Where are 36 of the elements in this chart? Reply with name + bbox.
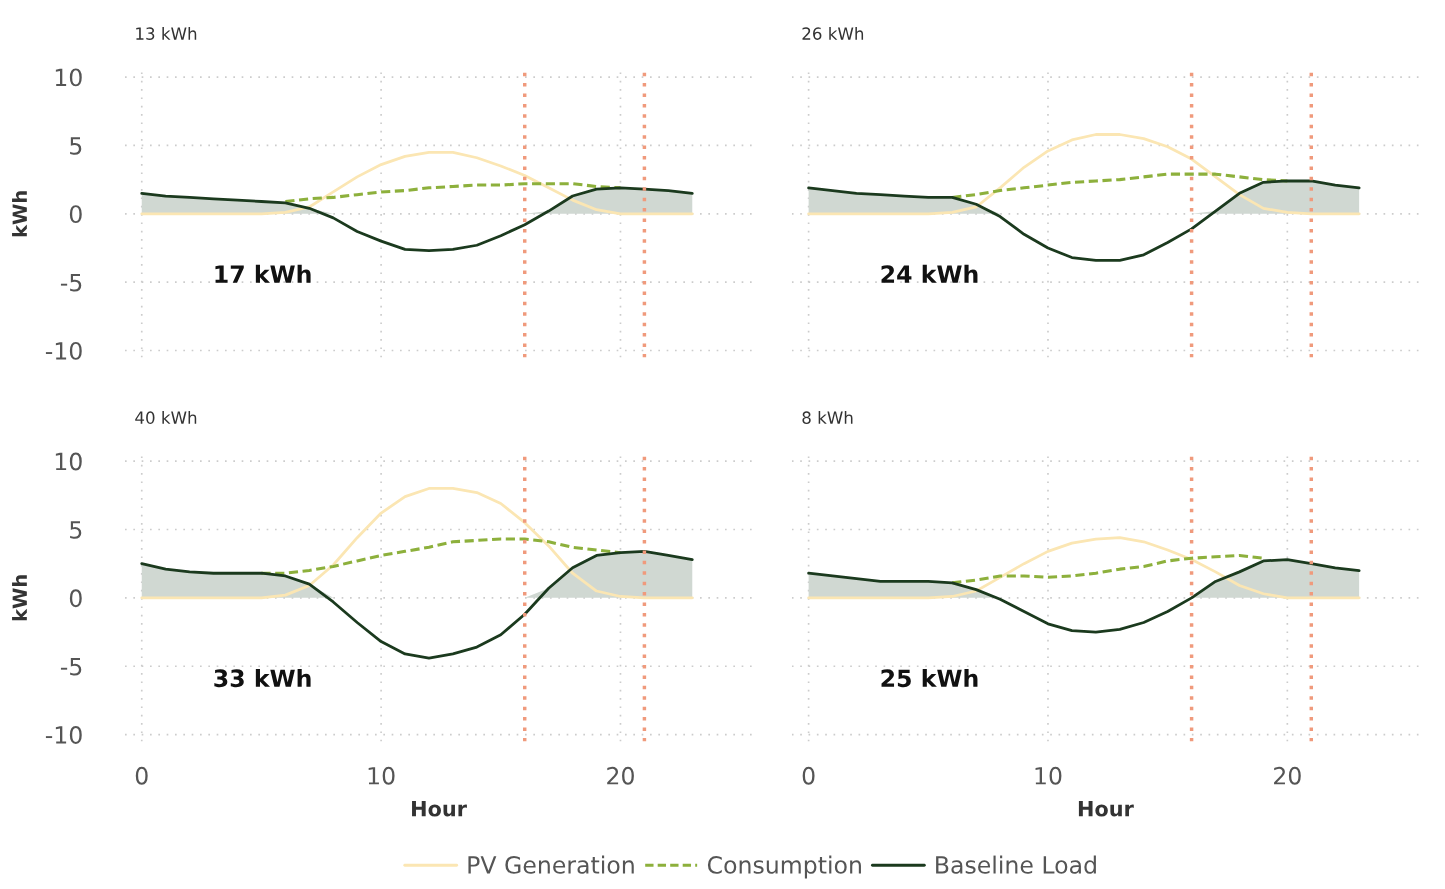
x-axis-title: Hour [1078,801,1134,817]
y-tick-label: -10 [45,726,82,744]
x-tick-label: 20 [1274,766,1301,785]
y-tick-label: 0 [69,589,82,608]
y-tick-label: 0 [69,205,82,224]
x-tick-label: 10 [368,766,395,785]
line-series [140,150,694,216]
x-axis-title: Hour [412,801,467,817]
annotation: 33 kWh [214,668,311,688]
line-series [140,549,694,660]
x-tick-label: 0 [135,766,148,785]
chart-title: 8 kWh [802,411,853,424]
legend-label: PV Generation [468,855,634,874]
y-tick-label: 5 [70,521,82,539]
annotation: 24 kWh [881,264,978,283]
y-tick-label: -5 [60,657,82,676]
chart-title: 40 kWh [135,411,197,424]
legend-label: Baseline Load [936,855,1096,874]
chart-title: 13 kWh [136,27,197,40]
y-tick-label: -5 [60,273,82,292]
y-tick-label: 10 [55,452,82,471]
line-series [140,186,694,253]
y-tick-label: -10 [45,341,82,360]
y-tick-label: 10 [55,68,82,87]
line-series [140,487,694,600]
y-axis-title: kWh [12,575,27,621]
y-axis-title: kWh [12,191,27,237]
x-tick-label: 20 [607,766,634,785]
x-tick-label: 10 [1035,766,1062,785]
legend-label: Consumption [707,855,861,879]
x-tick-label: 0 [802,766,815,785]
annotation: 17 kWh [215,264,311,283]
line-series [283,182,622,204]
annotation: 25 kWh [881,668,978,688]
y-tick-label: 5 [70,137,82,155]
chart-title: 26 kWh [802,27,864,40]
